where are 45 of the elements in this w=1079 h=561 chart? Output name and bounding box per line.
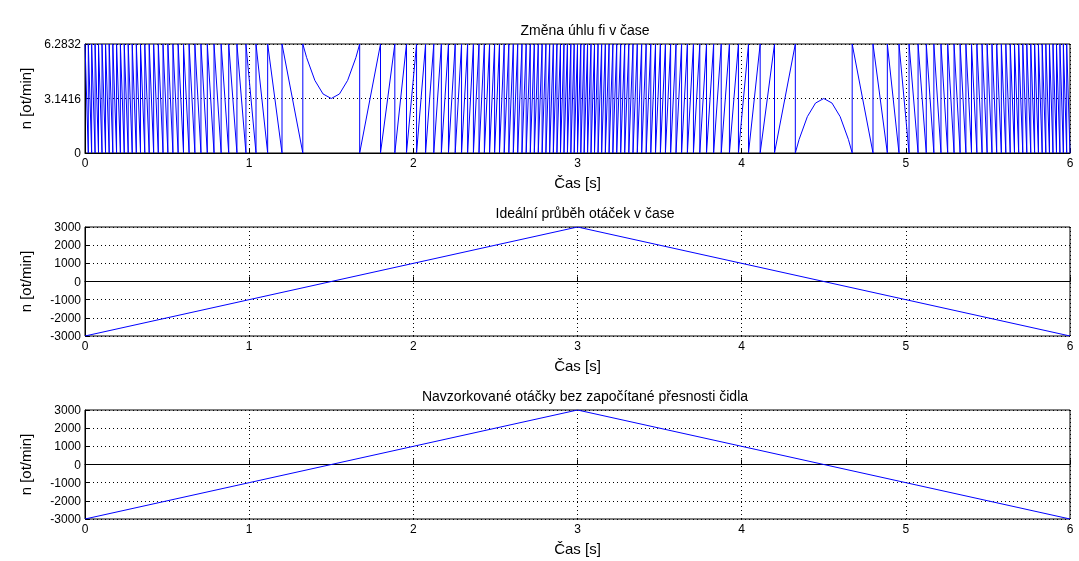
y-axis-title: n [ot/min] [17, 433, 34, 496]
y-tick-label: -3000 [50, 329, 82, 343]
y-tick-label: 3.1416 [44, 91, 82, 106]
x-tick-label: 4 [738, 156, 746, 170]
x-axis-title: Čas [s] [554, 174, 601, 191]
x-axis-title: Čas [s] [554, 540, 601, 557]
x-tick-label: 2 [409, 339, 417, 353]
x-tick-label: 3 [574, 522, 582, 536]
chart-title: Změna úhlu fi v čase [520, 22, 650, 38]
x-tick-label: 2 [409, 156, 417, 170]
y-tick-label: -3000 [50, 512, 82, 526]
x-tick-label: 1 [245, 522, 253, 536]
y-tick-label: -2000 [50, 493, 82, 508]
x-tick-label: 3 [574, 156, 582, 170]
x-tick-label: 5 [902, 339, 910, 353]
y-tick-label: -2000 [50, 310, 82, 325]
y-tick-label: 0 [74, 457, 82, 472]
x-tick-label: 1 [245, 156, 253, 170]
y-axis-title: n [ot/min] [17, 67, 34, 130]
y-tick-label: 1000 [54, 439, 82, 454]
y-tick-label: -1000 [50, 292, 82, 307]
x-tick-label: 6 [1066, 339, 1074, 353]
x-tick-label: 4 [738, 522, 746, 536]
chart-title: Ideální průběh otáček v čase [495, 205, 675, 221]
y-tick-label: 6.2832 [44, 37, 82, 51]
x-tick-label: 2 [409, 522, 417, 536]
y-tick-label: 0 [74, 146, 82, 160]
chart-title: Navzorkované otáčky bez započítané přesnosti čidla [421, 388, 749, 404]
y-tick-label: -1000 [50, 475, 82, 490]
y-tick-label: 1000 [54, 256, 82, 271]
y-tick-label: 2000 [54, 421, 82, 436]
y-tick-label: 3000 [54, 220, 82, 234]
x-tick-label: 5 [902, 522, 910, 536]
x-axis-title: Čas [s] [554, 357, 601, 374]
y-axis-title: n [ot/min] [17, 250, 34, 313]
x-tick-label: 6 [1066, 522, 1074, 536]
x-tick-label: 5 [902, 156, 910, 170]
x-tick-label: 6 [1066, 156, 1074, 170]
line-series [84, 43, 1071, 154]
y-tick-label: 3000 [54, 403, 82, 417]
x-tick-label: 1 [245, 339, 253, 353]
x-tick-label: 4 [738, 339, 746, 353]
x-tick-label: 3 [574, 339, 582, 353]
y-tick-label: 0 [74, 274, 82, 289]
y-tick-label: 2000 [54, 238, 82, 253]
